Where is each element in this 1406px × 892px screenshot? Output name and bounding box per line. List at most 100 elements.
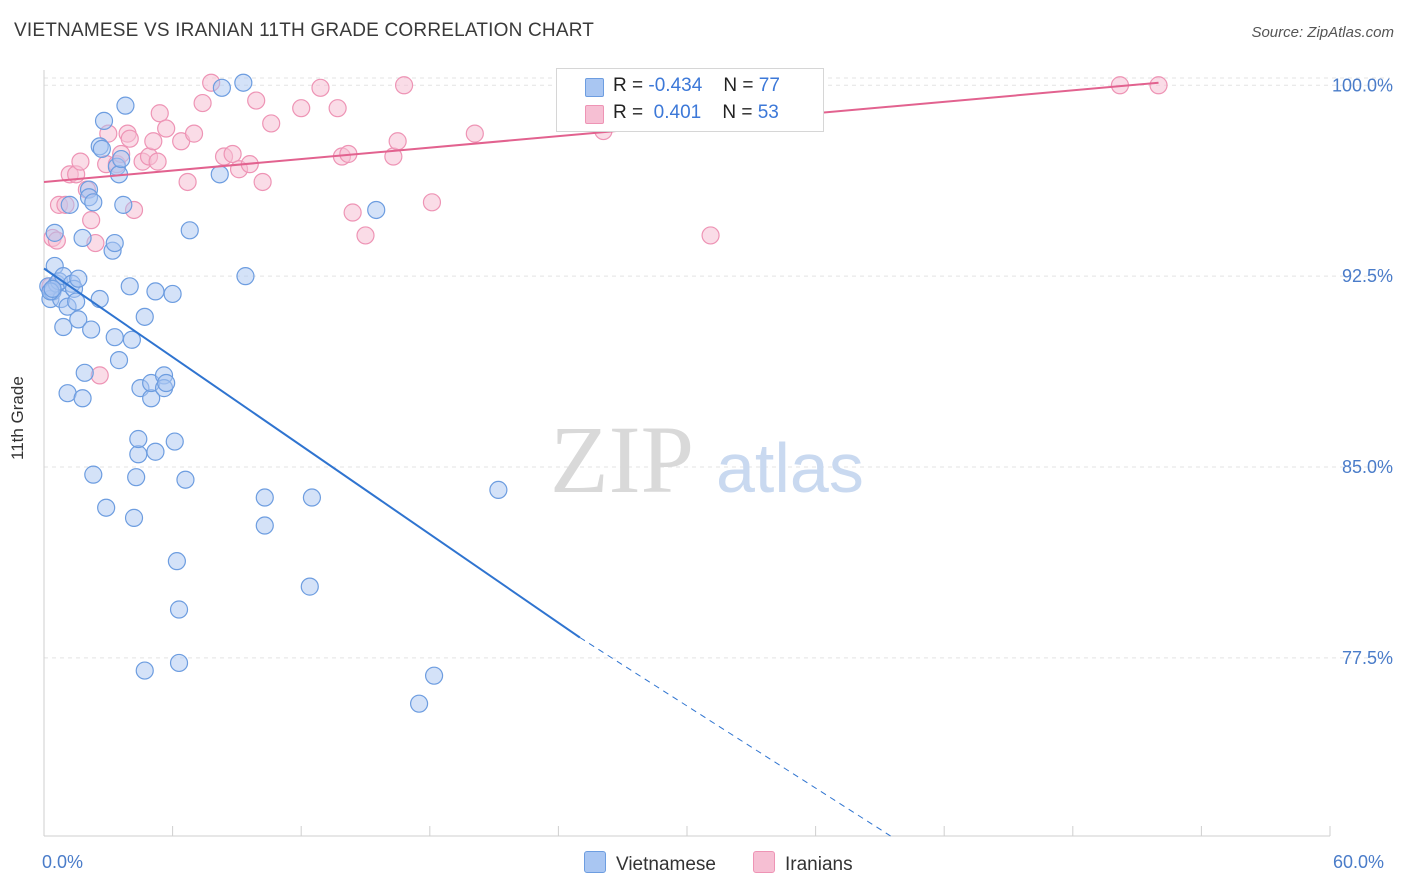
- iranians-point: [144, 132, 163, 151]
- vietnamese-point: [255, 516, 274, 535]
- iranians-point: [82, 211, 101, 230]
- legend-swatch-vietnamese: [584, 851, 606, 873]
- bottom-legend-iranians: Iranians: [753, 851, 853, 876]
- vietnamese-point: [60, 195, 79, 214]
- vietnamese-point: [129, 445, 148, 464]
- vietnamese-point: [210, 165, 229, 184]
- vietnamese-point: [135, 661, 154, 680]
- vietnamese-point: [73, 389, 92, 408]
- vietnamese-point: [129, 429, 148, 449]
- legend-label-vietnamese: Vietnamese: [616, 854, 716, 875]
- vietnamese-point: [489, 480, 508, 500]
- vietnamese-point: [75, 363, 94, 382]
- vietnamese-point: [157, 373, 176, 393]
- vietnamese-point: [146, 282, 165, 301]
- legend-r-value: 0.401: [648, 102, 702, 123]
- legend-r-value: -0.434: [648, 75, 703, 96]
- iranians-point: [701, 226, 720, 245]
- watermark-zip: ZIP: [550, 406, 694, 513]
- vietnamese-point: [97, 498, 116, 517]
- vietnamese-point: [94, 111, 114, 130]
- vietnamese-point: [122, 330, 141, 349]
- vietnamese-point: [69, 269, 88, 288]
- y-axis-label: 11th Grade: [8, 376, 27, 460]
- vietnamese-point: [54, 317, 73, 337]
- vietnamese-point: [300, 577, 319, 596]
- legend-n-label: N =: [723, 75, 754, 96]
- vietnamese-point: [176, 470, 195, 489]
- iranians-point: [178, 172, 197, 192]
- vietnamese-point: [255, 488, 274, 507]
- iranians-point: [311, 78, 330, 97]
- iranians-point: [422, 193, 442, 212]
- vietnamese-point: [90, 289, 109, 309]
- vietnamese-point: [234, 73, 253, 92]
- vietnamese-point: [424, 666, 444, 685]
- vietnamese-point: [67, 292, 86, 311]
- iranians-point: [71, 152, 90, 171]
- vietnamese-point: [92, 139, 111, 158]
- iranians-point: [120, 129, 139, 148]
- vietnamese-point: [109, 351, 129, 370]
- vietnamese-point: [124, 508, 144, 527]
- legend-swatch-iranians: [585, 105, 604, 124]
- legend-r-label: R =: [613, 102, 644, 123]
- x-tick-min: 0.0%: [42, 852, 84, 872]
- vietnamese-point: [82, 320, 101, 339]
- vietnamese-point: [169, 653, 189, 673]
- iranians-point: [253, 172, 272, 192]
- legend-swatch-iranians: [753, 851, 775, 873]
- legend-label-iranians: Iranians: [785, 854, 853, 875]
- iranians-point: [328, 99, 347, 118]
- iranians-point: [394, 76, 414, 95]
- iranians-point: [184, 124, 204, 143]
- watermark: ZIP atlas: [550, 406, 864, 513]
- iranians-point: [388, 132, 407, 151]
- vietnamese-point: [167, 552, 186, 571]
- vietnamese-point: [120, 277, 139, 296]
- bottom-legend-vietnamese: Vietnamese: [584, 851, 716, 876]
- y-tick-labels: 100.0% 92.5% 85.0% 77.5%: [1332, 75, 1393, 668]
- y-tick-label: 92.5%: [1342, 266, 1393, 286]
- y-tick-label: 77.5%: [1342, 648, 1393, 668]
- vietnamese-point: [135, 307, 154, 326]
- vietnamese-point: [114, 195, 133, 214]
- iranians-point: [262, 114, 281, 133]
- iranians-point: [247, 91, 266, 110]
- vietnamese-point: [84, 193, 103, 212]
- vietnamese-point: [112, 149, 131, 169]
- legend-swatch-vietnamese: [585, 78, 604, 97]
- vietnamese-points: [39, 73, 508, 713]
- watermark-atlas: atlas: [716, 429, 864, 507]
- chart-title: VIETNAMESE VS IRANIAN 11TH GRADE CORRELA…: [14, 20, 595, 41]
- vietnamese-point: [105, 233, 124, 253]
- source-label: Source: ZipAtlas.com: [1251, 24, 1394, 41]
- iranians-trend-line: [43, 81, 1159, 183]
- legend-n-label: N =: [722, 102, 753, 123]
- vietnamese-point: [43, 279, 62, 298]
- axes: [43, 70, 1331, 837]
- vietnamese-point: [127, 468, 146, 487]
- vietnamese-point: [165, 432, 184, 451]
- vietnamese-point: [105, 328, 124, 347]
- vietnamese-point: [212, 78, 231, 97]
- vietnamese-point: [84, 465, 103, 484]
- iranians-point: [193, 93, 212, 113]
- iranians-point: [148, 152, 167, 171]
- iranians-point: [465, 124, 484, 143]
- vietnamese-point: [180, 221, 199, 240]
- x-tick-max: 60.0%: [1333, 852, 1385, 872]
- y-tick-label: 100.0%: [1332, 75, 1393, 95]
- iranians-point: [223, 144, 242, 164]
- correlation-legend: R = -0.434 N = 77 R = 0.401 N = 53: [556, 68, 824, 132]
- iranians-point: [343, 203, 362, 222]
- vietnamese-point: [169, 600, 189, 619]
- vietnamese-point: [302, 488, 322, 507]
- vietnamese-trend-extension: [579, 637, 891, 837]
- vietnamese-point: [69, 310, 88, 329]
- vietnamese-point: [163, 284, 182, 304]
- vietnamese-point: [367, 200, 386, 220]
- y-tick-label: 85.0%: [1342, 457, 1393, 477]
- iranians-point: [356, 226, 375, 245]
